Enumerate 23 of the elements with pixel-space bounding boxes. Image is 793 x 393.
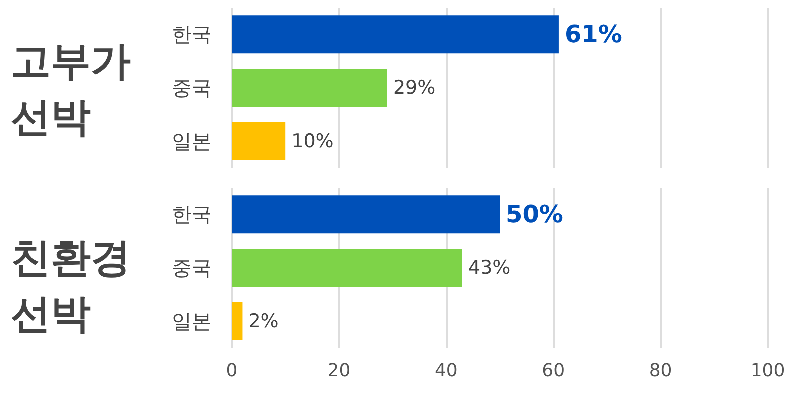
x-tick-label: 40 bbox=[434, 360, 458, 382]
data-label: 2% bbox=[248, 310, 279, 332]
y-tick-label: 중국 bbox=[172, 256, 212, 280]
x-tick-label: 20 bbox=[328, 360, 351, 382]
text: 친환경 선박 bbox=[11, 236, 131, 338]
y-tick-label: 한국 bbox=[172, 22, 212, 47]
data-label: 10% bbox=[292, 130, 334, 152]
data-label: 61% bbox=[564, 20, 622, 49]
x-tick-label: 80 bbox=[649, 360, 672, 382]
x-tick-label: 0 bbox=[226, 360, 238, 382]
y-tick-label: 일본 bbox=[172, 129, 212, 154]
y-tick-label: 일본 bbox=[172, 309, 212, 334]
data-label: 43% bbox=[468, 257, 511, 279]
bar bbox=[232, 196, 500, 234]
data-label: 50% bbox=[506, 200, 564, 229]
data-label: 29% bbox=[393, 77, 436, 99]
x-tick-label: 100 bbox=[750, 360, 786, 382]
y-tick-label: 중국 bbox=[172, 76, 212, 100]
bar bbox=[232, 302, 243, 340]
bar bbox=[232, 249, 462, 287]
x-tick-label: 60 bbox=[542, 360, 566, 382]
y-tick-label: 한국 bbox=[172, 202, 212, 227]
text: 고부가 선박 bbox=[11, 39, 131, 141]
